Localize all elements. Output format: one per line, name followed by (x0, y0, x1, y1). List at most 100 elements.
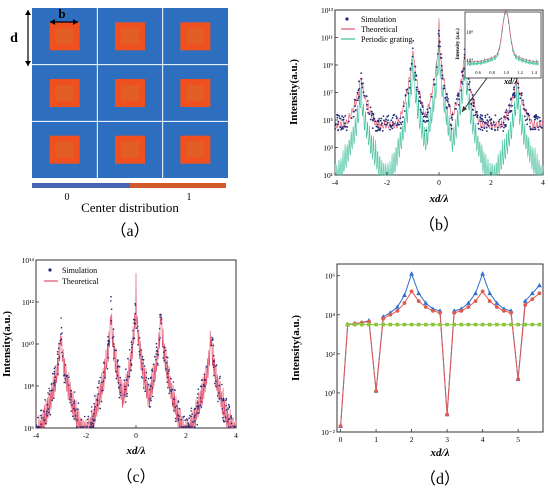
simulation-point (221, 399, 224, 401)
data-point (473, 322, 478, 327)
simulation-point (338, 115, 341, 117)
simulation-point (77, 402, 80, 404)
simulation-point (476, 114, 479, 117)
plot-b-ylabel: Intensity(a.u.) (288, 59, 300, 125)
simulation-point (165, 361, 168, 364)
d-label: d (10, 31, 18, 46)
simulation-point (93, 402, 95, 405)
simulation-point (479, 114, 482, 116)
simulation-point (191, 413, 193, 415)
simulation-point (118, 387, 120, 389)
simulation-point (494, 128, 496, 131)
simulation-point (435, 66, 438, 68)
simulation-point (190, 410, 192, 412)
simulation-point (198, 412, 200, 414)
plot-c-legend: Simulation Theoretical (44, 266, 99, 286)
simulation-point (517, 86, 520, 89)
simulation-point (471, 108, 474, 111)
simulation-point (118, 396, 121, 399)
simulation-point (96, 399, 99, 402)
simulation-point (90, 410, 93, 412)
simulation-point (115, 349, 117, 352)
simulation-point (361, 86, 364, 89)
simulation-point (356, 91, 359, 94)
simulation-point (60, 338, 63, 340)
data-point (473, 299, 478, 304)
simulation-point (486, 119, 489, 122)
simulation-point (131, 343, 133, 346)
simulation-point (425, 129, 427, 132)
data-point (530, 322, 535, 327)
simulation-point (410, 62, 413, 65)
simulation-point (201, 379, 203, 381)
simulation-point (53, 397, 55, 400)
data-point (360, 322, 364, 327)
simulation-point (43, 426, 45, 428)
simulation-point (112, 357, 115, 360)
simulation-point (49, 413, 52, 416)
simulation-point (414, 65, 416, 68)
simulation-point (73, 402, 75, 405)
plot-c-marks (35, 273, 237, 429)
simulation-point (450, 117, 453, 119)
simulation-point (228, 418, 231, 420)
simulation-point (69, 401, 71, 404)
simulation-point (446, 96, 448, 98)
simulation-point (511, 104, 514, 107)
data-point (537, 291, 542, 296)
simulation-point (53, 380, 56, 382)
legend-c-theoretical: Theoretical (62, 277, 99, 286)
aperture-center (186, 141, 205, 158)
simulation-point (366, 103, 368, 106)
simulation-point (138, 350, 141, 353)
simulation-point (214, 382, 216, 385)
simulation-point (395, 124, 398, 127)
simulation-point (135, 327, 138, 329)
caption-b: （b） (419, 216, 459, 234)
simulation-point (83, 415, 86, 418)
y-tick-label: 10⁴ (325, 311, 336, 320)
data-point (423, 300, 429, 305)
simulation-point (367, 111, 369, 114)
simulation-point (487, 121, 490, 123)
simulation-point (221, 383, 223, 386)
panel-a: b d 0 1 Center distribution （a） (10, 6, 228, 240)
simulation-point (440, 65, 443, 67)
simulation-point (177, 419, 180, 421)
simulation-point (98, 380, 100, 382)
simulation-point (375, 125, 378, 128)
simulation-point (341, 119, 344, 121)
y-tick-label: 10¹¹ (321, 34, 333, 43)
simulation-point (496, 129, 499, 131)
y-tick-label: 10³ (323, 144, 334, 153)
simulation-point (51, 389, 54, 391)
inset-ylabel: Intensity (a.u.) (456, 28, 461, 60)
simulation-point (400, 123, 403, 126)
simulation-point (40, 423, 42, 425)
simulation-point (344, 122, 346, 125)
x-tick-label: 2 (489, 178, 493, 187)
simulation-point (502, 121, 505, 124)
simulation-point (48, 390, 51, 392)
simulation-point (48, 393, 51, 395)
inset-xlabel: xd/λ (503, 77, 518, 86)
simulation-point (362, 91, 365, 94)
simulation-point (196, 423, 199, 426)
simulation-point (203, 373, 206, 376)
simulation-point (170, 377, 172, 380)
simulation-point (366, 108, 369, 111)
simulation-point (112, 328, 115, 330)
simulation-point (481, 114, 484, 117)
simulation-point (149, 406, 151, 408)
simulation-point (231, 418, 233, 420)
simulation-point (153, 380, 155, 382)
simulation-point (118, 386, 120, 388)
simulation-point (47, 408, 50, 410)
simulation-point (91, 418, 94, 420)
simulation-point (90, 424, 92, 426)
simulation-point (445, 106, 448, 108)
simulation-point (202, 383, 205, 386)
simulation-point (369, 106, 372, 109)
simulation-point (481, 117, 483, 120)
simulation-point (128, 349, 131, 351)
